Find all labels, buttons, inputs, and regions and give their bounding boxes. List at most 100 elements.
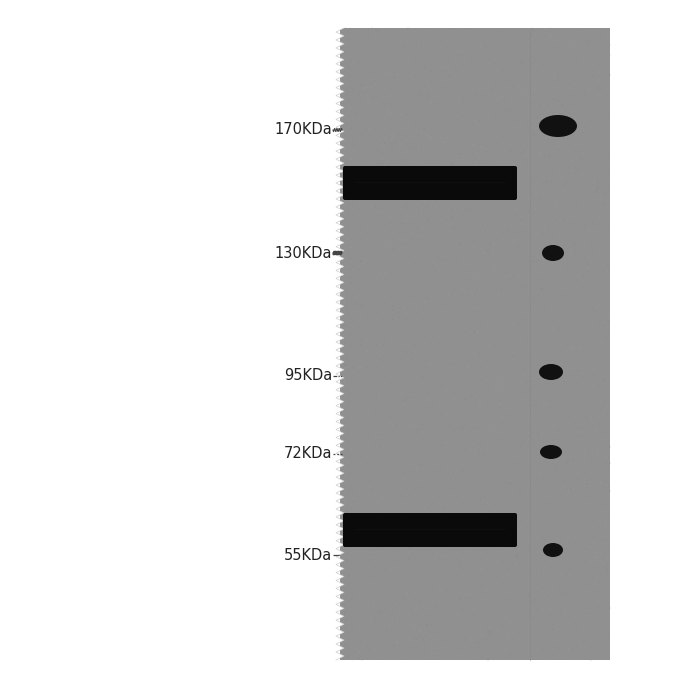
Point [540,279,551,290]
Point [451,253,462,264]
Point [486,308,497,319]
Point [355,613,366,624]
Point [429,50,440,61]
Point [515,325,526,336]
Point [410,636,421,647]
Point [495,396,506,407]
Point [522,117,533,128]
Point [349,405,360,416]
Point [473,401,484,412]
Point [521,399,532,410]
Point [348,655,359,666]
Point [373,39,384,50]
Point [533,394,544,405]
Point [384,403,395,414]
Point [588,475,599,486]
Point [490,32,501,43]
Point [420,404,431,415]
Point [554,441,565,452]
Point [544,592,555,602]
Point [555,245,566,256]
Point [549,290,560,301]
Point [336,80,347,91]
Point [418,396,429,407]
Point [450,373,461,384]
Point [373,149,384,160]
Point [336,620,347,631]
Point [429,363,440,374]
Point [407,414,418,425]
Point [511,359,522,370]
Point [494,529,505,540]
Point [460,297,471,308]
Point [376,177,387,188]
Point [448,618,459,629]
Point [449,502,460,513]
Point [588,309,599,320]
Point [411,399,422,410]
Point [502,515,513,526]
Point [482,486,493,497]
Point [579,620,590,631]
Point [603,110,614,121]
Point [477,348,488,359]
Point [558,405,569,416]
Point [415,480,426,491]
Point [411,516,422,527]
Point [556,360,567,371]
Point [424,387,435,398]
Point [360,264,371,275]
Point [586,157,597,168]
Point [384,539,395,550]
Point [485,636,496,647]
Point [388,381,399,392]
Point [398,194,409,205]
Point [515,484,526,495]
Point [598,460,609,471]
Point [368,383,379,394]
Point [378,539,389,550]
Point [381,625,392,636]
Point [588,515,599,526]
Point [435,157,446,168]
Point [488,236,499,247]
Point [452,576,463,587]
Point [486,364,497,375]
Point [501,122,512,133]
Point [473,241,484,252]
Point [345,508,356,519]
Point [583,36,594,47]
Point [378,276,389,287]
Point [387,315,398,326]
Point [397,210,408,221]
Point [531,77,542,88]
Point [548,315,559,326]
Point [381,561,392,572]
Point [385,430,396,441]
Point [597,433,608,444]
Point [341,291,352,302]
Point [511,581,522,592]
Point [579,522,590,533]
Point [478,166,489,177]
Point [590,221,601,232]
Point [444,53,455,64]
Point [429,87,440,98]
Point [588,110,599,121]
Point [397,190,408,201]
Point [573,529,584,540]
Point [495,245,506,256]
Point [386,456,397,467]
Point [406,605,417,616]
Point [399,521,410,532]
Point [352,167,363,178]
Point [568,238,579,249]
Point [378,355,389,366]
Point [391,547,402,558]
Point [505,589,516,600]
Point [366,435,377,446]
Point [409,466,420,477]
Point [342,386,353,397]
Point [588,523,599,534]
Point [418,610,429,621]
